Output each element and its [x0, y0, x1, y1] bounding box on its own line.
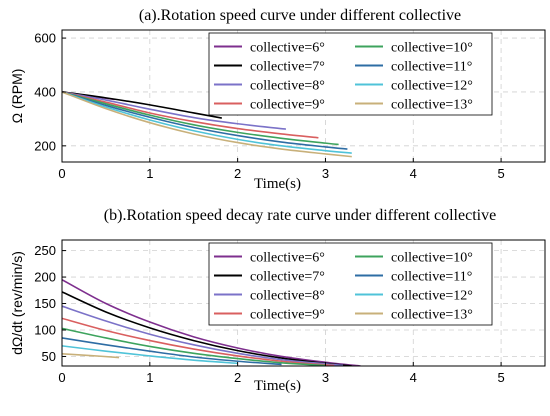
x-tick-label: 5: [497, 370, 504, 385]
series-line-6: [62, 345, 238, 365]
chart-title: (b).Rotation speed decay rate curve unde…: [104, 207, 496, 224]
legend-label-5: collective=11°: [391, 270, 472, 285]
y-axis-label: dΩ/dt (rev/min/s): [9, 251, 25, 355]
axes-frame: [61, 239, 546, 367]
legend-label-2: collective=8°: [250, 289, 325, 304]
x-tick-label: 3: [322, 166, 329, 181]
axes-frame: [61, 29, 546, 163]
panel-a: (a).Rotation speed curve under different…: [9, 7, 546, 192]
legend-label-1: collective=7°: [250, 270, 325, 285]
legend-label-0: collective=6°: [250, 41, 325, 56]
chart-title: (a).Rotation speed curve under different…: [139, 7, 461, 24]
series-line-0: [62, 279, 361, 366]
x-tick-label: 2: [234, 370, 241, 385]
series-line-5: [62, 337, 282, 366]
panel-b: (b).Rotation speed decay rate curve unde…: [9, 207, 546, 394]
legend-box: [208, 32, 493, 116]
series-line-4: [62, 327, 326, 366]
series-line-4: [62, 91, 339, 146]
series-line-6: [62, 91, 352, 154]
series-line-2: [62, 305, 344, 366]
series-line-2: [62, 91, 287, 130]
y-tick-label: 250: [34, 243, 56, 258]
series-line-1: [62, 91, 222, 119]
y-tick-label: 150: [34, 296, 56, 311]
series-group: [62, 279, 361, 366]
legend: collective=6° collective=7° collective=8° c…: [208, 32, 493, 116]
y-tick-label: 600: [34, 31, 56, 46]
x-tick-label: 5: [497, 166, 504, 181]
y-tick-label: 50: [42, 349, 56, 364]
x-tick-label: 1: [146, 166, 153, 181]
legend-label-4: collective=10°: [391, 251, 473, 266]
y-tick-label: 200: [34, 270, 56, 285]
x-tick-label: 0: [58, 166, 65, 181]
x-tick-label: 2: [234, 166, 241, 181]
legend-box: [208, 242, 493, 326]
series-line-5: [62, 91, 348, 150]
legend-label-5: collective=11°: [391, 60, 472, 75]
x-tick-label: 0: [58, 370, 65, 385]
y-axis-label: Ω (RPM): [9, 69, 25, 124]
legend-label-7: collective=13°: [391, 98, 473, 113]
legend-label-4: collective=10°: [391, 41, 473, 56]
series-line-3: [62, 91, 319, 139]
legend-label-3: collective=9°: [250, 308, 325, 323]
x-axis-label: Time(s): [254, 176, 301, 192]
x-tick-label: 4: [410, 370, 417, 385]
x-axis-label: Time(s): [254, 378, 301, 394]
legend-label-1: collective=7°: [250, 60, 325, 75]
series-group: [62, 91, 352, 158]
legend: collective=6° collective=7° collective=8° c…: [208, 242, 493, 326]
legend-label-3: collective=9°: [250, 98, 325, 113]
legend-label-7: collective=13°: [391, 308, 473, 323]
y-tick-label: 400: [34, 84, 56, 99]
x-tick-label: 3: [322, 370, 329, 385]
legend-label-6: collective=12°: [391, 79, 473, 94]
x-tick-label: 4: [410, 166, 417, 181]
x-tick-label: 1: [146, 370, 153, 385]
legend-label-0: collective=6°: [250, 251, 325, 266]
legend-label-2: collective=8°: [250, 79, 325, 94]
series-line-7: [62, 353, 120, 359]
y-tick-label: 200: [34, 138, 56, 153]
legend-label-6: collective=12°: [391, 289, 473, 304]
series-line-7: [62, 91, 352, 158]
y-tick-label: 100: [34, 323, 56, 338]
